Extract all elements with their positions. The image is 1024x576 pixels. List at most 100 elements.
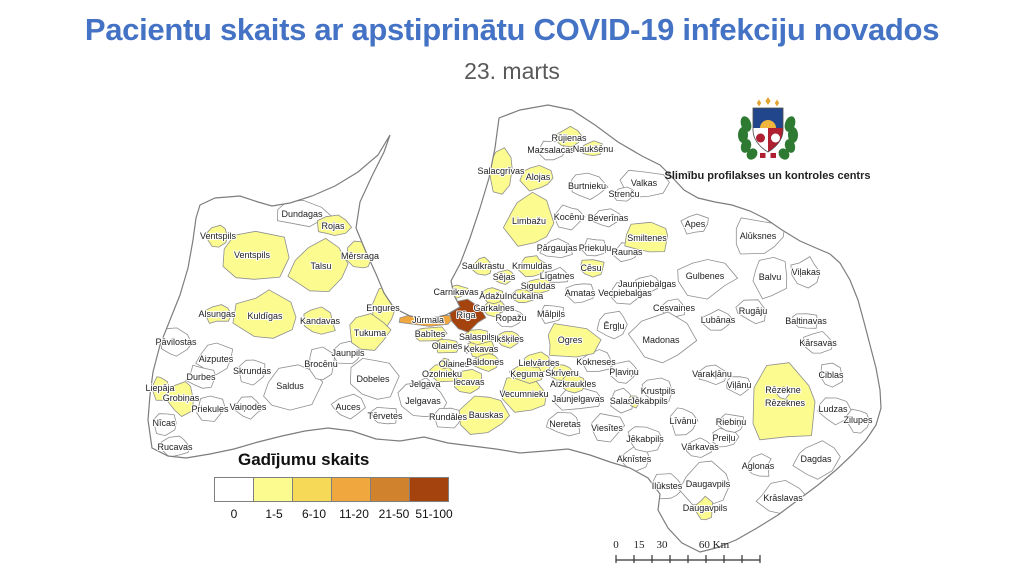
- legend-class-label: 51-100: [415, 507, 453, 521]
- municipality-label: Rundāles: [429, 412, 468, 422]
- municipality-label: Ilūkstes: [652, 481, 683, 491]
- municipality-label: Vecumnieku: [499, 389, 548, 399]
- municipality-shape: [369, 406, 398, 425]
- municipality-shape: [433, 338, 460, 354]
- municipality-shape: [679, 460, 731, 506]
- municipality-label: Vārkavas: [681, 442, 719, 452]
- municipality-label: Pārgaujas: [537, 243, 578, 253]
- municipality-label: Rucavas: [157, 442, 193, 452]
- municipality-label: Baltinavas: [785, 316, 827, 326]
- municipality-shape: [634, 275, 662, 294]
- municipality-label: Alūksnes: [740, 231, 777, 241]
- page-title: Pacientu skaits ar apstiprinātu COVID-19…: [84, 12, 940, 47]
- municipality-shape: [204, 304, 232, 324]
- municipality-shape: [397, 380, 448, 418]
- legend-class-label: 0: [230, 507, 238, 521]
- municipality-shape: [167, 381, 194, 417]
- municipality-shape: [627, 311, 698, 364]
- municipality-shape: [582, 140, 603, 157]
- municipality-label: Talsu: [310, 261, 331, 271]
- municipality-shape: [316, 214, 353, 236]
- municipality-label: Rojas: [321, 221, 345, 231]
- municipality-label: Ozolnieku: [422, 369, 462, 379]
- municipality-label: Ludzas: [818, 404, 848, 414]
- municipality-label: Krimuldas: [512, 261, 553, 271]
- municipality-label: Priekules: [191, 404, 229, 414]
- municipality-shape: [747, 453, 772, 477]
- municipality-shape: [152, 376, 170, 401]
- municipality-label: Babītes: [415, 329, 446, 339]
- municipality-label: Strenču: [608, 189, 639, 199]
- municipality-label: Rēzekne: [765, 385, 801, 395]
- municipality-shape: [539, 304, 564, 324]
- municipality-shape: [524, 278, 551, 294]
- municipality-label: Aizputes: [199, 354, 234, 364]
- coat-of-arms-logo: [737, 97, 798, 160]
- municipality-label: Rīga: [456, 310, 475, 320]
- municipality-label: Madonas: [642, 335, 680, 345]
- municipality-shape: [453, 368, 482, 394]
- municipality-label: Baldones: [466, 357, 504, 367]
- municipality-label: Ciblas: [818, 370, 844, 380]
- municipality-shape: [517, 255, 548, 278]
- municipality-shape: [627, 395, 643, 409]
- municipality-label: Durbes: [186, 372, 216, 382]
- municipality-shape: [545, 266, 570, 283]
- legend-class-label: 11-20: [339, 507, 369, 521]
- municipality-label: Salacgrīvas: [477, 166, 525, 176]
- scale-label: 0: [613, 539, 619, 551]
- municipality-shape: [752, 362, 816, 441]
- scale-label: 15: [634, 539, 646, 551]
- municipality-shape: [694, 495, 714, 521]
- page-subtitle: 23. marts: [464, 58, 560, 84]
- legend-swatches: [214, 477, 454, 502]
- legend-swatch: [409, 477, 449, 502]
- municipality-label: Ikšķiles: [494, 334, 524, 344]
- municipality-label: Liepāja: [145, 383, 174, 393]
- municipality-label: Ropažu: [495, 313, 526, 323]
- municipality-label: Jaunpils: [331, 348, 365, 358]
- municipality-label: Sējas: [493, 272, 516, 282]
- municipality-label: Priekuļu: [579, 243, 612, 253]
- municipality-label: Viļānu: [727, 380, 752, 390]
- municipality-label: Jaunpiebalgas: [618, 279, 677, 289]
- municipality-label: Aglonas: [742, 461, 775, 471]
- municipality-label: Limbažu: [512, 216, 546, 226]
- municipality-label: Ērgļu: [603, 321, 624, 331]
- municipality-shape: [775, 386, 791, 400]
- municipality-shape: [555, 204, 586, 231]
- municipality-shape: [519, 164, 554, 192]
- municipality-shape: [309, 346, 336, 381]
- municipality-label: Varakļānu: [692, 369, 732, 379]
- municipality-label: Krustpils: [641, 386, 676, 396]
- scale-label: 60 Km: [699, 539, 730, 551]
- municipality-shape: [581, 349, 614, 373]
- municipality-shape: [593, 208, 624, 228]
- municipality-label: Rūjienas: [551, 133, 587, 143]
- municipality-shape: [480, 287, 504, 305]
- municipality-shape: [417, 377, 432, 390]
- municipality-shape: [458, 395, 510, 435]
- municipality-label: Valkas: [631, 178, 658, 188]
- municipality-label: Apes: [685, 219, 706, 229]
- legend-swatch: [370, 477, 410, 502]
- municipality-label: Iecavas: [453, 377, 485, 387]
- legend-swatch: [214, 477, 254, 502]
- municipality-shape: [195, 342, 234, 376]
- municipality-shape: [349, 357, 400, 400]
- municipality-shape: [547, 323, 602, 358]
- municipality-shape: [554, 125, 583, 148]
- municipality-label: Saldus: [276, 381, 304, 391]
- municipality-shape: [496, 309, 526, 328]
- municipality-label: Pļaviņu: [609, 367, 639, 377]
- municipality-label: Vecpiebalgas: [598, 288, 652, 298]
- municipality-label: Jelgava: [409, 379, 440, 389]
- municipality-label: Riebiņu: [716, 417, 747, 427]
- municipality-label: Raunas: [611, 247, 643, 257]
- municipality-label: Kārsavas: [799, 338, 837, 348]
- municipality-shape: [685, 437, 714, 458]
- municipality-shape: [349, 313, 392, 351]
- municipality-shape: [222, 230, 290, 280]
- municipality-shape: [263, 364, 324, 411]
- municipality-label: Jūrmala: [412, 315, 444, 325]
